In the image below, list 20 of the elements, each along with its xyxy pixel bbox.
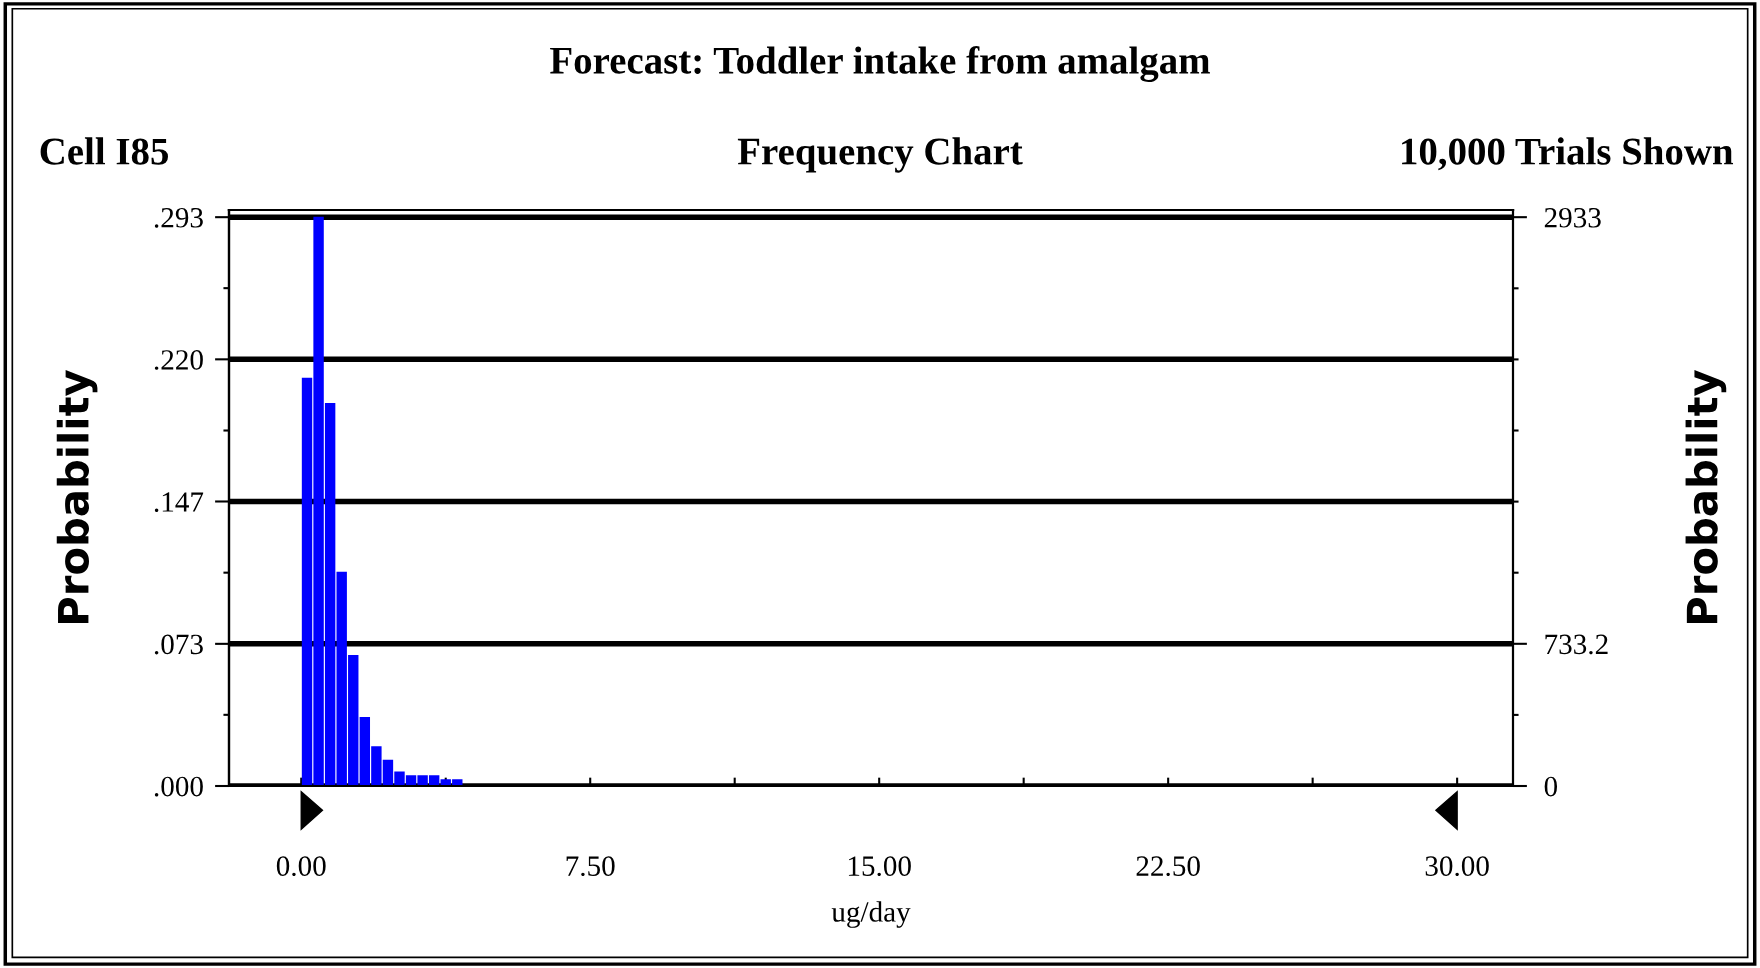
x-tick-label: 0.00 [276, 856, 326, 877]
x-tick-label: 15.00 [848, 856, 911, 877]
y2-tick-label: 0 [1544, 776, 1558, 797]
y2-tick-label: 2933 [1544, 207, 1601, 228]
x-tick-label: 7.50 [566, 856, 615, 877]
y-tick-label: .147 [154, 492, 204, 513]
x-axis-title: ug/day [831, 901, 911, 928]
y2-axis-title: Probability [1685, 370, 1727, 623]
y-axis-title: Probability [56, 370, 98, 623]
text: 10,000 Trials Shown [1402, 137, 1734, 171]
x-tick-label: 22.50 [1136, 856, 1200, 877]
y-tick-label: .293 [154, 207, 203, 228]
chart-subtitle: Frequency Chart [737, 137, 1023, 173]
text: Cell I85 [40, 137, 168, 165]
chart-title: Forecast: Toddler intake from amalgam [550, 46, 1210, 82]
y-tick-label: .073 [154, 634, 203, 655]
y2-tick-label: 733.2 [1545, 634, 1608, 655]
x-tick-label: 30.00 [1425, 856, 1489, 877]
y-tick-label: .220 [154, 350, 203, 370]
y-tick-label: .000 [154, 776, 203, 797]
